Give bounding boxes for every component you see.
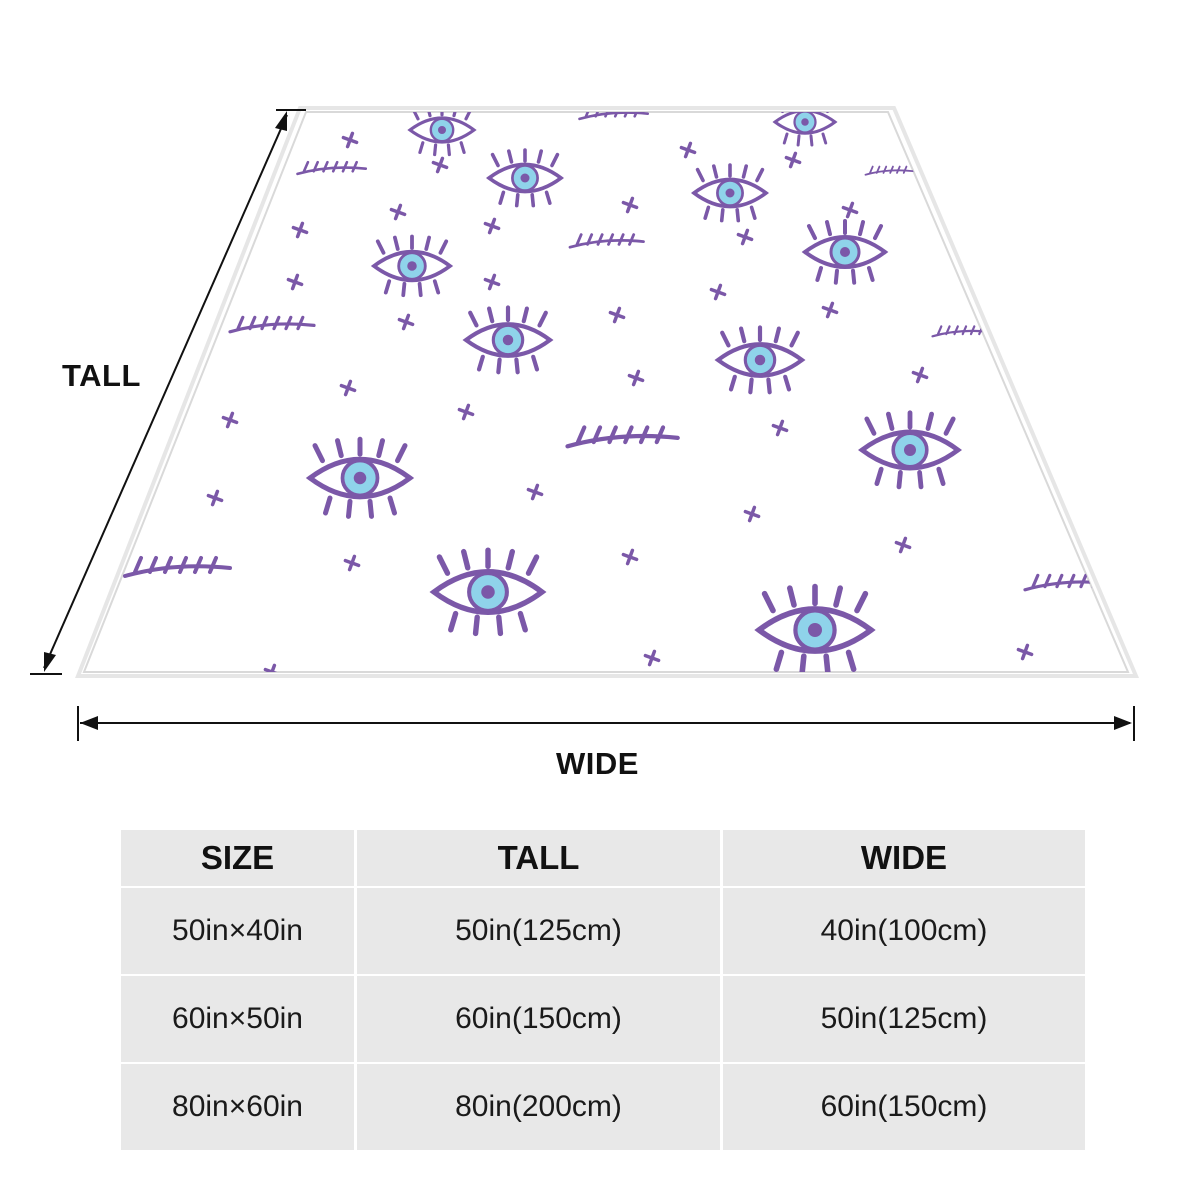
sparkle-cross-icon — [286, 273, 304, 291]
sparkle-cross-icon — [1016, 643, 1034, 661]
wide-dimension-arrow — [77, 706, 1135, 741]
table-header-size: SIZE — [121, 830, 354, 886]
eye-pattern — [123, 112, 1111, 672]
evil-eye-icon — [485, 148, 565, 208]
table-cell-tall: 80in(200cm) — [357, 1064, 720, 1150]
sparkle-cross-icon — [431, 156, 449, 174]
closed-eye-lashes-icon — [123, 556, 232, 578]
sparkle-cross-icon — [821, 301, 839, 319]
evil-eye-icon — [801, 219, 889, 285]
sparkle-cross-icon — [221, 411, 239, 429]
closed-eye-lashes-icon — [578, 112, 650, 121]
evil-eye-icon — [305, 436, 415, 519]
sparkle-cross-icon — [263, 663, 281, 672]
sparkle-cross-icon — [389, 203, 407, 221]
evil-eye-icon — [462, 305, 554, 375]
sparkle-cross-icon — [608, 306, 626, 324]
closed-eye-lashes-icon — [568, 233, 645, 249]
evil-eye-icon — [407, 112, 477, 157]
sparkle-cross-icon — [709, 283, 727, 301]
sparkle-cross-icon — [627, 369, 645, 387]
table-cell-size: 50in×40in — [121, 888, 354, 974]
sparkle-cross-icon — [841, 201, 859, 219]
closed-eye-lashes-icon — [228, 315, 316, 334]
tall-dimension-arrow — [30, 109, 306, 675]
sparkle-cross-icon — [743, 505, 761, 523]
evil-eye-icon — [772, 112, 838, 147]
blanket-fringe — [75, 106, 1140, 678]
sparkle-cross-icon — [736, 228, 754, 246]
wide-dimension-label: WIDE — [556, 746, 639, 781]
evil-eye-icon — [714, 325, 806, 395]
sparkle-cross-icon — [621, 196, 639, 214]
table-cell-tall: 60in(150cm) — [357, 976, 720, 1062]
size-chart-table: SIZE TALL WIDE 50in×40in 50in(125cm) 40i… — [121, 830, 1085, 1160]
sparkle-cross-icon — [397, 313, 415, 331]
evil-eye-icon — [370, 234, 454, 298]
table-cell-wide: 60in(150cm) — [723, 1064, 1085, 1150]
sparkle-cross-icon — [643, 649, 661, 667]
sparkle-cross-icon — [894, 536, 912, 554]
table-header-wide: WIDE — [723, 830, 1085, 886]
sparkle-cross-icon — [341, 131, 359, 149]
evil-eye-icon — [857, 410, 963, 490]
sparkle-cross-icon — [771, 419, 789, 437]
table-cell-size: 60in×50in — [121, 976, 354, 1062]
sparkle-cross-icon — [621, 548, 639, 566]
sparkle-cross-icon — [679, 141, 697, 159]
sparkle-cross-icon — [291, 221, 309, 239]
sparkle-cross-icon — [457, 403, 475, 421]
sparkle-cross-icon — [343, 554, 361, 572]
sparkle-cross-icon — [483, 217, 501, 235]
tall-dimension-label: TALL — [62, 358, 141, 393]
evil-eye-icon — [429, 547, 547, 637]
table-cell-size: 80in×60in — [121, 1064, 354, 1150]
sparkle-cross-icon — [526, 483, 544, 501]
sparkle-cross-icon — [483, 273, 501, 291]
table-header-tall: TALL — [357, 830, 720, 886]
evil-eye-icon — [754, 583, 876, 672]
evil-eye-icon — [690, 163, 770, 223]
table-cell-tall: 50in(125cm) — [357, 888, 720, 974]
closed-eye-lashes-icon — [864, 165, 914, 176]
sparkle-cross-icon — [911, 366, 929, 384]
closed-eye-lashes-icon — [296, 160, 368, 176]
closed-eye-lashes-icon — [565, 425, 680, 449]
table-cell-wide: 50in(125cm) — [723, 976, 1085, 1062]
sparkle-cross-icon — [784, 151, 802, 169]
table-cell-wide: 40in(100cm) — [723, 888, 1085, 974]
blanket-illustration — [30, 106, 1140, 741]
sparkle-cross-icon — [206, 489, 224, 507]
blanket-fabric — [82, 111, 1130, 673]
sparkle-cross-icon — [339, 379, 357, 397]
